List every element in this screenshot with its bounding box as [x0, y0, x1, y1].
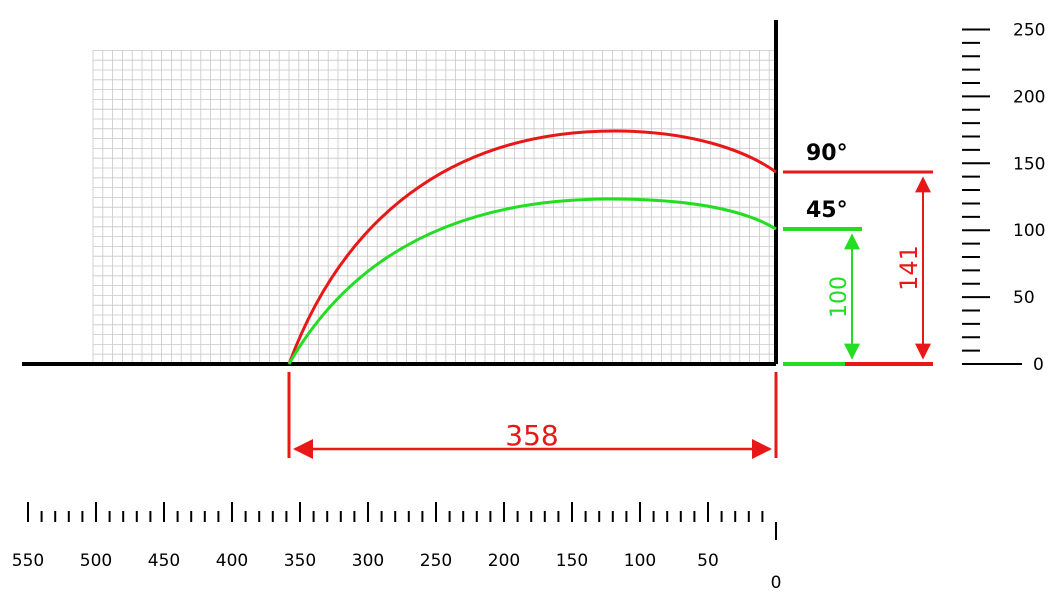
upper-height-value-label: 141	[895, 245, 923, 291]
horizontal-scale: 550 500 450 400 350 300 250 200 150 100 500	[12, 502, 782, 593]
vertical-scale: 250 200 150 100 50 0	[962, 21, 1045, 375]
h-scale-label: 200	[488, 551, 520, 571]
background-grid	[92, 50, 776, 365]
v-scale-label: 150	[1013, 154, 1045, 174]
h-scale-label: 250	[420, 551, 452, 571]
h-scale-label: 300	[352, 551, 384, 571]
v-scale-label: 100	[1013, 221, 1045, 241]
h-scale-label: 100	[624, 551, 656, 571]
upper-curve-label: 90°	[806, 141, 848, 166]
h-scale-label: 400	[216, 551, 248, 571]
h-scale-label: 150	[556, 551, 588, 571]
h-scale-label: 450	[148, 551, 180, 571]
v-scale-label: 0	[1033, 355, 1044, 375]
h-scale-label: 50	[697, 551, 719, 571]
range-value-label: 358	[505, 419, 558, 452]
h-scale-label: 0	[771, 573, 782, 593]
lower-trajectory-curve	[287, 197, 777, 365]
upper-trajectory-curve	[287, 129, 777, 365]
v-scale-label: 200	[1013, 87, 1045, 107]
v-scale-label: 250	[1013, 21, 1045, 41]
v-scale-label: 50	[1013, 288, 1035, 308]
h-scale-label: 550	[12, 551, 44, 571]
h-scale-label: 500	[80, 551, 112, 571]
h-scale-label: 350	[284, 551, 316, 571]
lower-curve-label: 45°	[806, 198, 848, 223]
lower-height-value-label: 100	[827, 276, 852, 318]
